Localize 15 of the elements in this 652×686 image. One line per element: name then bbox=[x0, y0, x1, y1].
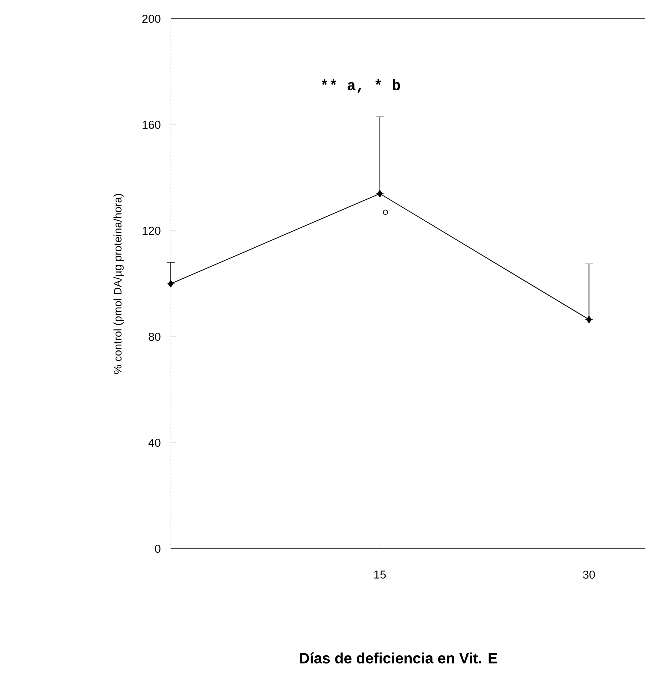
y-tick-label: 80 bbox=[148, 332, 161, 342]
y-tick-label: 200 bbox=[142, 14, 161, 24]
annotation: ** a, * b bbox=[322, 80, 400, 93]
point bbox=[377, 190, 383, 198]
point bbox=[383, 210, 388, 216]
x-axis-title: Días de deficiencia en Vit. E bbox=[300, 652, 498, 664]
y-tick-label: 40 bbox=[148, 438, 161, 448]
y-tick-label: 120 bbox=[142, 226, 161, 236]
x-tick-label: 15 bbox=[374, 570, 386, 579]
x-tick-label: 30 bbox=[583, 570, 596, 579]
point bbox=[586, 316, 592, 324]
point bbox=[168, 280, 174, 288]
y-axis-title: % control (pmol DA/µg proteina/hora) bbox=[114, 194, 124, 374]
y-tick-label: 160 bbox=[142, 120, 161, 130]
y-tick-label: 0 bbox=[155, 544, 161, 554]
